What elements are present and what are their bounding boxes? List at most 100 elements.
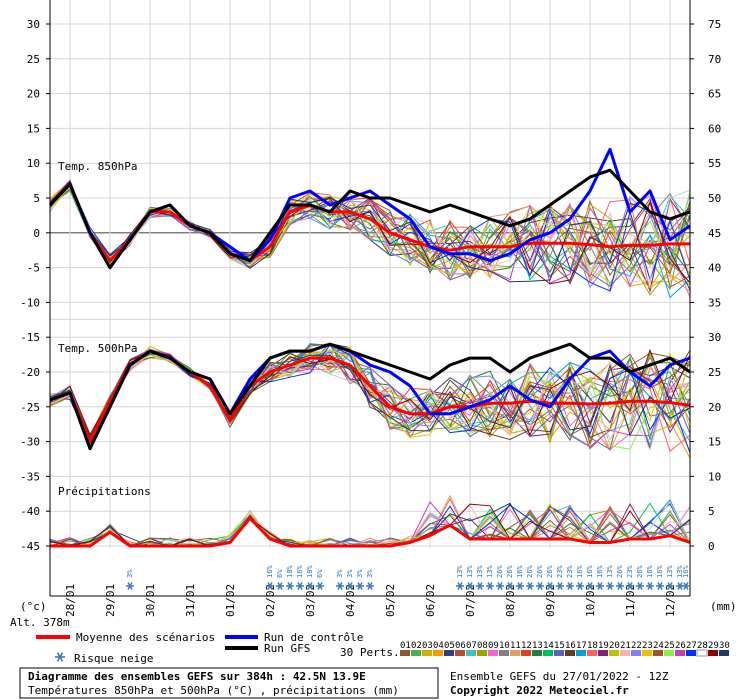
chart-subtitle: Températures 850hPa et 500hPa (°C) , pré… <box>28 684 399 697</box>
pert-swatch <box>422 650 432 656</box>
x-tick-label: 28/01 <box>64 584 77 617</box>
y-tick-left: -30 <box>20 436 40 449</box>
pert-id: 30 <box>719 641 730 651</box>
legend-control-label: Run de contrôle <box>264 631 363 644</box>
pert-swatch <box>686 650 696 656</box>
snow-risk-pct: 13% <box>666 565 674 578</box>
pert-id: 13 <box>532 641 543 651</box>
pert-swatch <box>400 650 410 656</box>
y-tick-left: 30 <box>27 18 40 31</box>
copyright: Copyright 2022 Meteociel.fr <box>450 684 629 697</box>
x-tick-label: 05/02 <box>384 584 397 617</box>
snowflake-icon <box>576 582 584 590</box>
x-tick-label: 31/01 <box>184 584 197 617</box>
y-tick-right: 60 <box>708 122 721 135</box>
snow-risk-pct: 16% <box>596 565 604 578</box>
legend-snow-label: Risque neige <box>74 652 153 665</box>
pert-swatch <box>411 650 421 656</box>
snow-risk-pct: 16% <box>646 565 654 578</box>
snow-risk-pct: 16% <box>682 565 690 578</box>
y-tick-left: 5 <box>33 192 40 205</box>
x-tick-label: 10/02 <box>584 584 597 617</box>
pert-line-850 <box>49 180 691 293</box>
y-tick-right: 75 <box>708 18 721 31</box>
y-tick-left: -25 <box>20 401 40 414</box>
pert-id: 08 <box>477 641 488 651</box>
snow-risk-pct: 13% <box>486 565 494 578</box>
snow-risk-pct: 13% <box>476 565 484 578</box>
series-line-t850 <box>48 168 691 270</box>
altitude-label: Alt. 378m <box>10 616 70 629</box>
y-tick-left: -10 <box>20 296 40 309</box>
pert-swatch <box>620 650 630 656</box>
snow-risk-pct: 13% <box>456 565 464 578</box>
snow-risk-pct: 10% <box>306 565 314 578</box>
y-tick-right: 50 <box>708 192 721 205</box>
pert-id: 21 <box>620 641 631 651</box>
x-tick-label: 01/02 <box>224 584 237 617</box>
snowflake-icon <box>636 582 644 590</box>
y-tick-left: -20 <box>20 366 40 379</box>
snowflake-icon <box>346 582 354 590</box>
perturbation-legend: 01 02 03 04 05 06 07 08 09 10 11 12 13 14 15 16 17 18 19 20… <box>400 641 730 657</box>
y-tick-right: 20 <box>708 401 721 414</box>
snow-risk-pct: 13% <box>466 565 474 578</box>
y-tick-right: 10 <box>708 470 721 483</box>
pert-swatch <box>510 650 520 656</box>
pert-swatch <box>466 650 476 656</box>
pert-id: 16 <box>565 641 576 651</box>
snow-risk-pct: 3% <box>356 569 364 578</box>
snowflake-icon <box>286 582 294 590</box>
pert-id: 18 <box>587 641 598 651</box>
pert-id: 29 <box>708 641 719 651</box>
pert-line-500 <box>49 348 691 448</box>
y-tick-left: 10 <box>27 157 40 170</box>
x-tick-label: 03/02 <box>304 584 317 617</box>
x-tick-label: 02/02 <box>264 584 277 617</box>
snow-risk-pct: 3% <box>126 569 134 578</box>
pert-swatch <box>631 650 641 656</box>
snowflake-icon <box>296 582 304 590</box>
x-tick-label: 08/02 <box>504 584 517 617</box>
series-line-t500 <box>49 342 691 451</box>
snowflake-icon <box>506 582 514 590</box>
right-axis-unit: (mm) <box>710 600 737 613</box>
pert-id: 19 <box>598 641 609 651</box>
snowflake-icon <box>666 582 674 590</box>
pert-swatch <box>565 650 575 656</box>
x-tick-label: 12/02 <box>664 584 677 617</box>
snowflake-icon <box>496 582 504 590</box>
y-tick-right: 70 <box>708 53 721 66</box>
precip-section-label: Précipitations <box>58 485 151 498</box>
x-tick-label: 09/02 <box>544 584 557 617</box>
snow-risk-pct: 26% <box>496 565 504 578</box>
pert-swatch <box>653 650 663 656</box>
snow-risk-pct: 23% <box>626 565 634 578</box>
x-tick-label: 07/02 <box>464 584 477 617</box>
snow-risk-pct: 16% <box>516 565 524 578</box>
pert-id: 05 <box>444 641 455 651</box>
pert-swatch <box>532 650 542 656</box>
x-tick-label: 04/02 <box>344 584 357 617</box>
y-tick-right: 30 <box>708 331 721 344</box>
pert-id: 17 <box>576 641 587 651</box>
x-tick-label: 29/01 <box>104 584 117 617</box>
pert-id: 20 <box>609 641 620 651</box>
pert-line-500 <box>49 346 691 440</box>
pert-id: 01 <box>400 641 411 651</box>
snow-risk-pct: 6% <box>276 569 284 578</box>
snowflake-icon <box>586 582 594 590</box>
t850-section-label: Temp. 850hPa <box>58 160 137 173</box>
pert-swatch <box>708 650 718 656</box>
y-tick-left: 0 <box>33 227 40 240</box>
snow-risk-pct: 10% <box>286 565 294 578</box>
snowflake-icon <box>466 582 474 590</box>
y-tick-left: 15 <box>27 122 40 135</box>
legend-gfs-label: Run GFS <box>264 642 310 655</box>
y-tick-left: -35 <box>20 470 40 483</box>
y-tick-right: 35 <box>708 296 721 309</box>
snowflake-icon <box>266 582 274 590</box>
y-tick-left: -45 <box>20 540 40 553</box>
y-tick-right: 55 <box>708 157 721 170</box>
